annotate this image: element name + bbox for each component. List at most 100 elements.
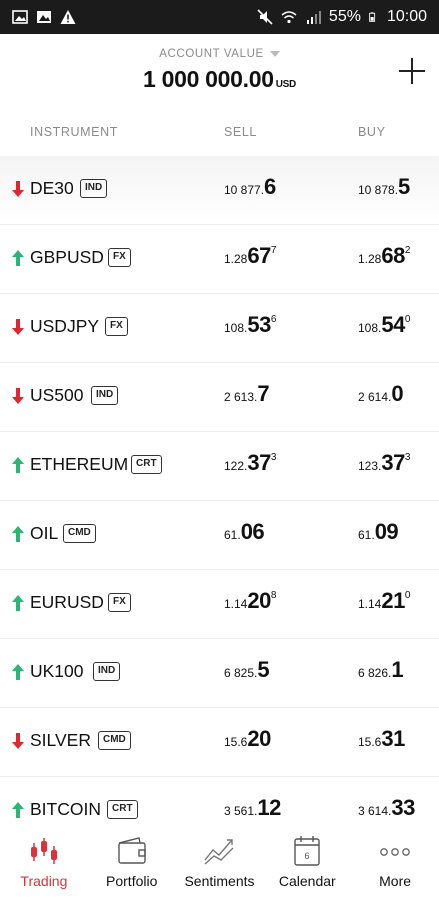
arrow-up-icon (12, 526, 24, 542)
instrument-type-badge: IND (93, 662, 121, 681)
instrument-row[interactable]: UK100 IND 6 825.5 6 826.1 (0, 639, 439, 708)
instrument-symbol: OIL (30, 523, 59, 543)
nav-portfolio[interactable]: Portfolio (88, 828, 176, 900)
sell-price[interactable]: 1.28677 (224, 243, 276, 269)
nav-calendar[interactable]: 6 Calendar (263, 828, 351, 900)
instrument-row[interactable]: USDJPY FX 108.536 108.540 (0, 294, 439, 363)
instrument-row[interactable]: US500 IND 2 613.7 2 614.0 (0, 363, 439, 432)
sell-price[interactable]: 1.14208 (224, 588, 276, 614)
sell-price-pips: 20 (247, 588, 271, 613)
arrow-up-icon (12, 250, 24, 266)
buy-price-base: 6 826. (358, 666, 392, 680)
buy-price[interactable]: 15.631 (358, 726, 405, 752)
buy-price[interactable]: 1.28682 (358, 243, 410, 269)
buy-price[interactable]: 2 614.0 (358, 381, 404, 407)
instrument-row[interactable]: EURUSD FX 1.14208 1.14210 (0, 570, 439, 639)
image-icon (12, 10, 28, 24)
sell-price[interactable]: 3 561.12 (224, 795, 281, 821)
sell-price-pips: 67 (247, 243, 271, 268)
arrow-down-icon (12, 733, 24, 749)
sell-price[interactable]: 10 877.6 (224, 174, 276, 200)
buy-price-base: 15.6 (358, 735, 382, 749)
instrument-symbol: BITCOIN (30, 799, 101, 819)
sell-price-base: 1.28 (224, 252, 248, 266)
instrument-row[interactable]: SILVER CMD 15.620 15.631 (0, 708, 439, 777)
sell-price[interactable]: 108.536 (224, 312, 276, 338)
buy-price-pips: 0 (391, 381, 404, 406)
buy-price-fraction: 0 (404, 590, 411, 601)
bottom-navigation: Trading Portfolio Sentiments 6 Calendar (0, 828, 439, 900)
buy-price-pips: 54 (381, 312, 405, 337)
arrow-down-icon (12, 319, 24, 335)
arrow-down-icon (12, 181, 24, 197)
buy-price-base: 123. (358, 459, 382, 473)
nav-trading-label: Trading (20, 873, 68, 889)
sell-price[interactable]: 6 825.5 (224, 657, 270, 683)
buy-price[interactable]: 10 878.5 (358, 174, 410, 200)
instrument-row[interactable]: OIL CMD 61.06 61.09 (0, 501, 439, 570)
instrument-row[interactable]: DE30 IND 10 877.6 10 878.5 (0, 156, 439, 225)
wifi-icon (281, 11, 297, 24)
buy-price-pips: 5 (398, 174, 410, 199)
nav-more[interactable]: More (351, 828, 439, 900)
instrument-list: DE30 IND 10 877.6 10 878.5 GBPUSD FX 1.28677 1.… (0, 156, 439, 828)
sell-price-fraction: 8 (270, 590, 277, 601)
sell-price[interactable]: 15.620 (224, 726, 271, 752)
instrument-type-badge: CMD (98, 731, 131, 750)
warning-icon (60, 10, 76, 24)
more-dots-icon (380, 848, 410, 856)
instrument-row[interactable]: GBPUSD FX 1.28677 1.28682 (0, 225, 439, 294)
sell-price-base: 122. (224, 459, 248, 473)
account-value-amount: 1 000 000.00 (143, 66, 274, 92)
nav-sentiments[interactable]: Sentiments (176, 828, 264, 900)
buy-price[interactable]: 1.14210 (358, 588, 410, 614)
column-headers: INSTRUMENT SELL BUY (0, 108, 439, 156)
buy-price-base: 10 878. (358, 183, 399, 197)
arrow-up-icon (12, 595, 24, 611)
candlestick-icon (30, 838, 57, 864)
buy-price-fraction: 3 (404, 452, 411, 463)
clock: 10:00 (386, 8, 427, 25)
instrument-row[interactable]: BITCOIN CRT 3 561.12 3 614.33 (0, 777, 439, 828)
sell-price-pips: 12 (257, 795, 281, 820)
nav-calendar-label: Calendar (278, 873, 336, 889)
buy-price-fraction: 0 (404, 314, 411, 325)
account-value-dropdown[interactable]: ACCOUNT VALUE (0, 48, 439, 60)
instrument-type-badge: CMD (63, 524, 96, 543)
buy-price[interactable]: 61.09 (358, 519, 399, 545)
add-plus-icon[interactable] (399, 58, 425, 84)
instrument-row[interactable]: ETHEREUM CRT 122.373 123.373 (0, 432, 439, 501)
instrument-symbol: GBPUSD (30, 247, 104, 267)
buy-price-pips: 1 (391, 657, 404, 682)
arrow-up-icon (12, 457, 24, 473)
buy-price[interactable]: 6 826.1 (358, 657, 404, 683)
nav-trading[interactable]: Trading (0, 828, 88, 900)
buy-price-base: 2 614. (358, 390, 392, 404)
buy-price[interactable]: 3 614.33 (358, 795, 415, 821)
buy-price[interactable]: 123.373 (358, 450, 410, 476)
nav-sentiments-label: Sentiments (184, 873, 255, 889)
sell-price[interactable]: 61.06 (224, 519, 265, 545)
caret-down-icon (269, 50, 280, 57)
instrument-symbol: DE30 (30, 178, 74, 198)
arrow-up-icon (12, 664, 24, 680)
wallet-icon (117, 837, 146, 864)
sell-price-base: 61. (224, 528, 241, 542)
sell-price[interactable]: 122.373 (224, 450, 276, 476)
sell-price-base: 3 561. (224, 804, 258, 818)
battery-percent: 55% (328, 8, 361, 25)
sell-price-base: 2 613. (224, 390, 258, 404)
calendar-badge: 6 (305, 851, 310, 861)
sell-price[interactable]: 2 613.7 (224, 381, 270, 407)
buy-price[interactable]: 108.540 (358, 312, 410, 338)
status-bar-left (12, 9, 76, 25)
nav-portfolio-label: Portfolio (106, 873, 158, 889)
instrument-type-badge: CRT (131, 455, 162, 474)
sell-price-base: 15.6 (224, 735, 248, 749)
instrument-type-badge: CRT (107, 800, 138, 819)
mute-icon (257, 9, 273, 25)
buy-price-base: 1.14 (358, 597, 382, 611)
instrument-type-badge: IND (80, 179, 108, 198)
buy-price-pips: 37 (381, 450, 405, 475)
sell-price-fraction: 6 (270, 314, 277, 325)
